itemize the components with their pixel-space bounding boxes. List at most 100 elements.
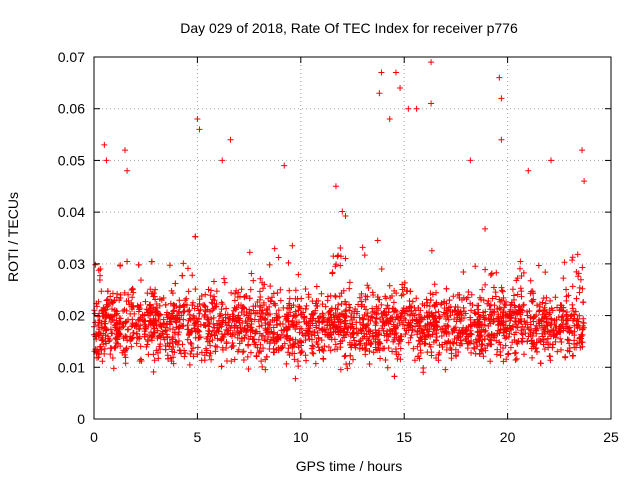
data-point: [147, 311, 154, 318]
data-point: [490, 308, 497, 315]
data-point: [144, 290, 151, 297]
data-point: [382, 312, 389, 319]
data-point: [318, 337, 325, 344]
data-point: [337, 253, 344, 260]
data-point: [254, 344, 261, 351]
data-point: [192, 328, 199, 335]
data-point: [518, 288, 525, 295]
data-point: [232, 322, 239, 329]
data-point: [445, 316, 452, 323]
data-point: [256, 348, 263, 355]
data-point: [274, 314, 281, 321]
data-point: [369, 305, 376, 312]
data-point: [289, 336, 296, 343]
data-point: [208, 299, 215, 306]
data-point: [107, 313, 114, 320]
data-point: [232, 290, 239, 297]
data-point: [424, 299, 431, 306]
data-point: [406, 297, 413, 304]
data-point: [427, 297, 434, 304]
data-point: [423, 309, 430, 316]
data-point: [575, 273, 582, 280]
data-point: [285, 305, 292, 312]
data-point: [324, 332, 331, 339]
data-point: [457, 337, 464, 344]
data-point: [260, 299, 267, 306]
data-point: [266, 340, 273, 347]
data-point: [319, 319, 326, 326]
data-point: [324, 319, 331, 326]
data-point: [568, 312, 575, 319]
data-point: [533, 344, 540, 351]
data-point: [488, 309, 495, 316]
data-point: [169, 326, 176, 333]
data-point: [204, 316, 211, 323]
data-point: [103, 311, 110, 318]
data-point: [241, 334, 248, 341]
data-point: [275, 307, 282, 314]
data-point: [414, 328, 421, 335]
data-point: [271, 245, 278, 252]
data-point: [188, 340, 195, 347]
data-point: [194, 318, 201, 325]
data-point: [372, 322, 379, 329]
data-point: [446, 297, 453, 304]
data-point: [511, 331, 518, 338]
data-point: [176, 297, 183, 304]
data-point: [169, 290, 176, 297]
data-point: [259, 279, 266, 286]
data-point: [229, 329, 236, 336]
data-point: [196, 296, 203, 303]
data-point: [285, 345, 292, 352]
data-point: [522, 330, 529, 337]
data-point: [382, 293, 389, 300]
data-point: [382, 356, 389, 363]
data-point: [576, 334, 583, 341]
data-point: [267, 283, 274, 290]
data-point: [129, 286, 136, 293]
data-point: [109, 290, 116, 297]
data-point: [535, 318, 542, 325]
data-point: [398, 310, 405, 317]
data-point: [155, 355, 162, 362]
data-point: [359, 301, 366, 308]
data-point: [331, 346, 338, 353]
data-point: [450, 327, 457, 334]
data-point: [426, 328, 433, 335]
data-point: [166, 262, 173, 269]
data-point: [93, 354, 100, 361]
data-point: [365, 337, 372, 344]
data-point: [422, 334, 429, 341]
data-point: [117, 262, 124, 269]
data-point: [403, 327, 410, 334]
data-point: [228, 289, 235, 296]
data-point: [117, 343, 124, 350]
data-point: [451, 307, 458, 314]
data-point: [359, 335, 366, 342]
data-point: [453, 339, 460, 346]
data-point: [547, 297, 554, 304]
data-point: [303, 302, 310, 309]
x-tick-label: 10: [293, 429, 309, 445]
data-point: [209, 327, 216, 334]
data-point: [435, 308, 442, 315]
data-point: [436, 313, 443, 320]
data-point: [314, 303, 321, 310]
data-point: [101, 350, 108, 357]
data-point: [480, 309, 487, 316]
data-point: [380, 319, 387, 326]
data-point: [336, 293, 343, 300]
data-point: [335, 252, 342, 259]
data-point: [253, 328, 260, 335]
data-point: [502, 318, 509, 325]
data-point: [397, 313, 404, 320]
data-point: [542, 313, 549, 320]
data-point: [135, 261, 142, 268]
data-point: [472, 350, 479, 357]
data-point: [313, 338, 320, 345]
data-point: [165, 355, 172, 362]
data-point: [315, 344, 322, 351]
data-point: [359, 244, 366, 251]
data-point: [461, 308, 468, 315]
data-point: [415, 353, 422, 360]
